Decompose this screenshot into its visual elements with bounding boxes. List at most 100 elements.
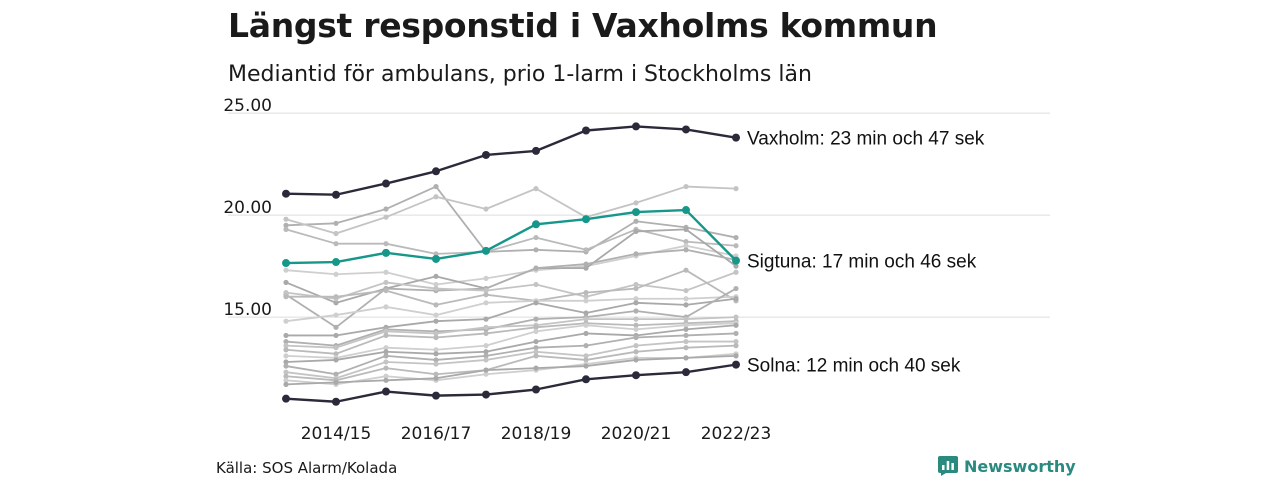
series-solna-point: [532, 385, 540, 394]
background-series-point: [333, 312, 339, 318]
background-series-point: [433, 347, 439, 353]
background-series-point: [483, 343, 489, 349]
series-sigtuna-point: [482, 246, 490, 255]
background-series-point: [733, 243, 739, 249]
background-series-point: [683, 226, 689, 233]
series-vaxholm-point: [632, 122, 640, 131]
source-note: Källa: SOS Alarm/Kolada: [216, 459, 398, 477]
background-series-point: [383, 332, 389, 339]
background-series-point: [333, 345, 339, 351]
background-series-point: [683, 332, 689, 339]
background-series: [283, 294, 739, 324]
background-series-point: [583, 343, 589, 349]
background-series-point: [733, 314, 739, 320]
background-series-point: [733, 186, 739, 192]
background-series-point: [333, 379, 339, 385]
series-sigtuna-point: [732, 256, 740, 265]
background-series-point: [433, 285, 439, 292]
background-series-point: [633, 322, 639, 328]
brand[interactable]: Newsworthy: [938, 456, 1076, 476]
series-label-solna: Solna: 12 min och 40 sek: [747, 356, 961, 377]
background-series: [283, 183, 739, 388]
background-series-point: [383, 269, 389, 275]
background-series-point: [683, 239, 689, 245]
series-sigtuna-point: [382, 248, 390, 257]
background-series-point: [733, 343, 739, 349]
background-series-point: [733, 338, 739, 345]
series-sigtuna-point: [432, 254, 440, 263]
background-series-line: [285, 332, 737, 376]
background-series-point: [633, 343, 639, 349]
background-series-line: [285, 354, 737, 386]
background-series-point: [483, 353, 489, 359]
background-series: [283, 269, 739, 302]
newsworthy-logo-icon: [938, 456, 958, 476]
background-series-point: [683, 338, 689, 345]
series-solna: Solna: 12 min och 40 sek: [282, 356, 961, 406]
series-sigtuna-point: [282, 259, 290, 268]
background-series-line: [285, 320, 737, 355]
background-series-point: [583, 363, 589, 369]
series-vaxholm-line: [285, 125, 737, 196]
background-series-point: [483, 330, 489, 337]
series-vaxholm-point: [282, 189, 290, 198]
series-sigtuna-line: [285, 208, 737, 265]
chart-title: Längst responstid i Vaxholms kommun: [228, 6, 938, 45]
series-sigtuna: Sigtuna: 17 min och 46 sek: [282, 206, 977, 273]
y-tick-label: 15.00: [223, 300, 272, 320]
background-series-point: [283, 290, 289, 296]
background-series-point: [483, 287, 489, 294]
background-series: [283, 353, 739, 388]
series-sigtuna-point: [632, 208, 640, 217]
background-series-point: [483, 206, 489, 212]
background-series-point: [333, 357, 339, 363]
background-series-point: [533, 186, 539, 192]
background-series-point: [683, 302, 689, 308]
background-series-point: [633, 316, 639, 322]
background-series: [283, 338, 739, 381]
background-series-line: [285, 352, 737, 386]
series-solna-point: [582, 375, 590, 384]
background-series-point: [633, 326, 639, 332]
background-series-point: [683, 243, 689, 249]
series-solna-point: [482, 390, 490, 399]
background-series-point: [633, 334, 639, 341]
background-series-point: [733, 285, 739, 292]
y-axis-ticks: 15.00 20.00 25.00: [223, 96, 272, 320]
background-series-point: [683, 355, 689, 361]
background-series-point: [283, 373, 289, 379]
background-series-point: [383, 206, 389, 212]
background-series-point: [483, 316, 489, 322]
series-label-sigtuna: Sigtuna: 17 min och 46 sek: [747, 252, 977, 273]
x-axis-ticks: 2014/15 2016/17 2018/19 2020/21 2022/23: [301, 424, 772, 444]
background-series-point: [333, 351, 339, 357]
background-series-point: [733, 296, 739, 302]
background-series-point: [383, 373, 389, 379]
background-series-point: [683, 316, 689, 322]
background-series-point: [633, 200, 639, 206]
background-series-point: [483, 371, 489, 377]
background-series-point: [433, 318, 439, 324]
series-solna-point: [282, 394, 290, 403]
x-tick-label: 2020/21: [601, 424, 672, 444]
background-series-point: [583, 357, 589, 363]
background-series-line: [286, 297, 737, 337]
background-series-point: [433, 371, 439, 377]
background-series-point: [733, 234, 739, 241]
background-series-point: [533, 338, 539, 345]
x-tick-label: 2014/15: [301, 424, 372, 444]
background-series-point: [533, 265, 539, 271]
background-series-point: [283, 338, 289, 345]
background-series-point: [533, 281, 539, 288]
background-series-point: [283, 353, 289, 359]
background-series-point: [483, 357, 489, 363]
background-series-point: [433, 302, 439, 308]
background-series-point: [433, 330, 439, 337]
background-series-point: [583, 298, 589, 304]
background-series-point: [683, 267, 689, 273]
background-series-line: [286, 269, 737, 306]
brand-name: Newsworthy: [964, 456, 1076, 476]
series-solna-point: [382, 387, 390, 396]
background-series-point: [633, 357, 639, 363]
background-series-point: [733, 322, 739, 328]
